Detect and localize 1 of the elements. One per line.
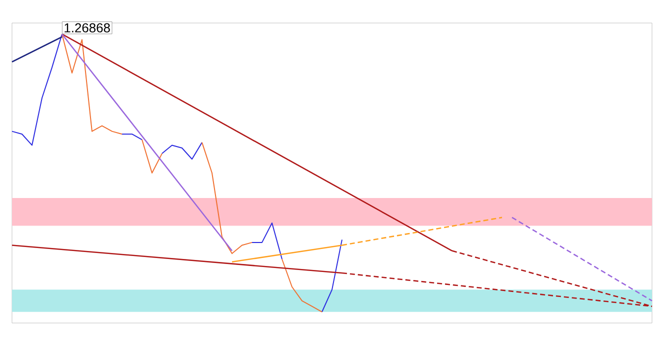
text: 1.26868: [64, 23, 110, 32]
